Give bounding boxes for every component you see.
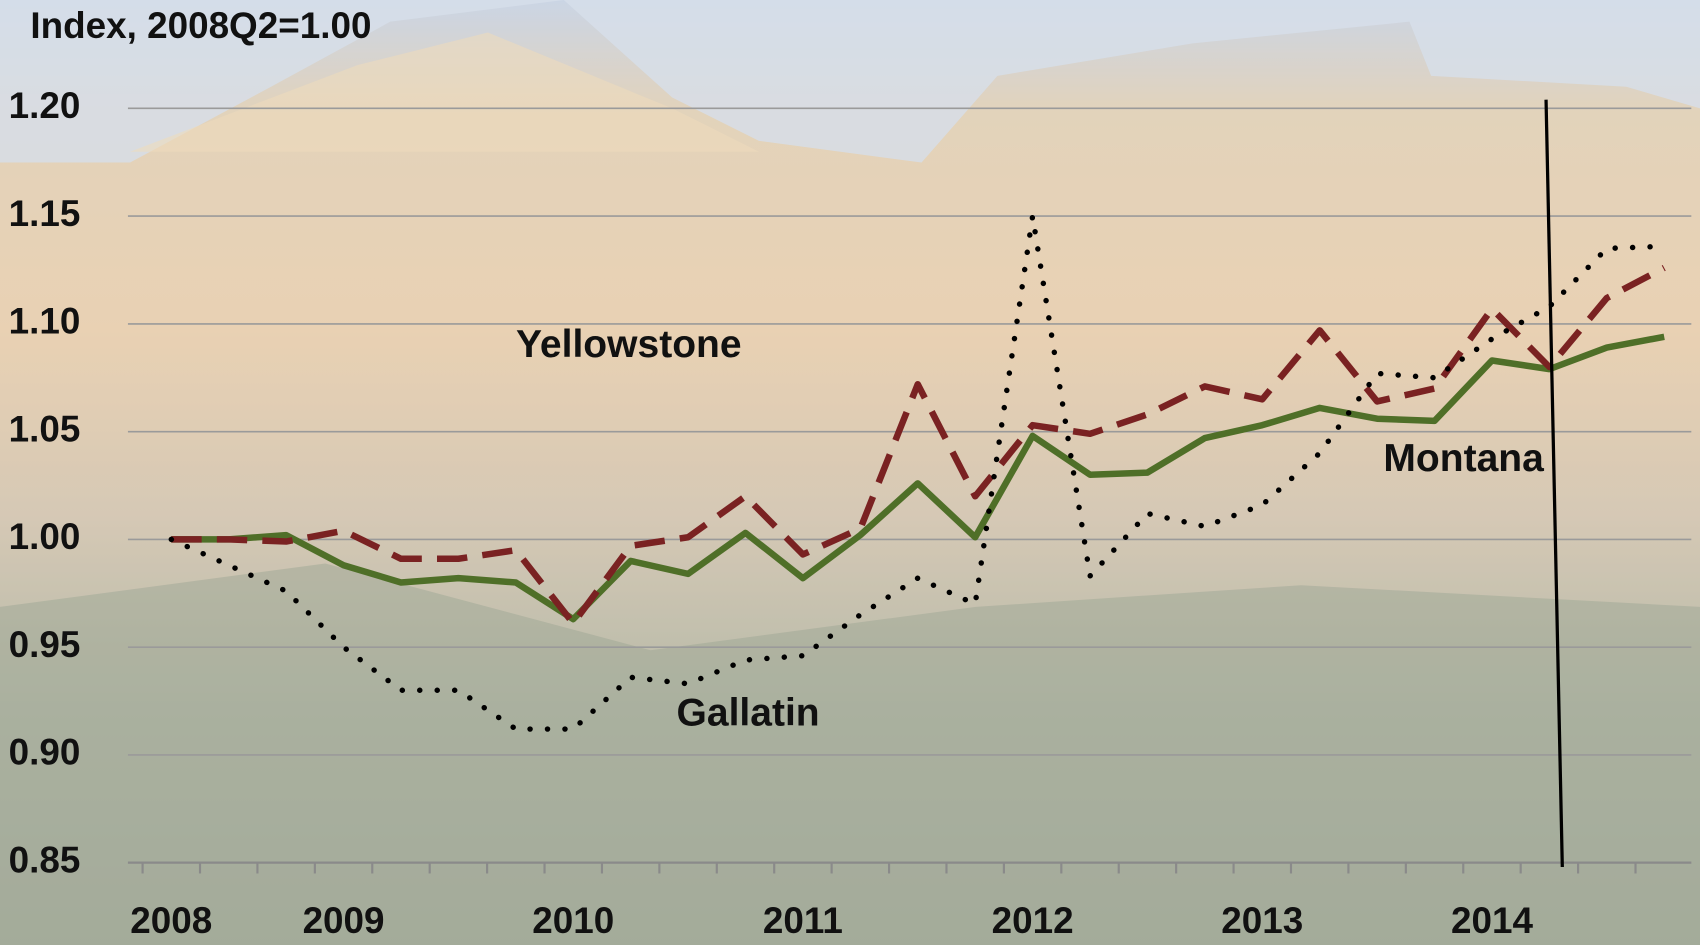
x-tick-label: 2011 [763,900,843,941]
x-tick-label: 2008 [130,900,212,941]
x-tick-label: 2013 [1221,900,1303,941]
y-tick-label: 0.95 [9,624,81,665]
x-tick-label: 2012 [992,900,1074,941]
series-label: Gallatin [677,692,820,735]
x-tick-label: 2014 [1451,900,1533,941]
plot-area: 0.85 0.90 0.95 1.00 1.05 1.10 1.15 1.20 2008 2009… [9,85,1692,941]
y-tick-label: 1.20 [9,85,81,126]
y-tick-label: 1.10 [9,301,81,342]
y-tick-label: 0.90 [9,732,81,773]
y-tick-label: 1.15 [9,193,81,234]
y-tick-label: 1.00 [9,516,81,557]
chart-title: Index, 2008Q2=1.00 [30,5,371,46]
series-line [171,333,1665,623]
series-label: Yellowstone [516,323,742,366]
x-tick-label: 2010 [532,900,614,941]
x-tick-label: 2009 [303,900,385,941]
y-tick-label: 1.05 [9,408,81,449]
cliff [130,32,759,152]
sky [0,0,1700,163]
series-line [171,264,1666,627]
series-line [168,213,1667,732]
series-label: Montana [1383,437,1544,480]
reference-line [1544,99,1564,868]
y-tick-label: 0.85 [9,839,81,880]
